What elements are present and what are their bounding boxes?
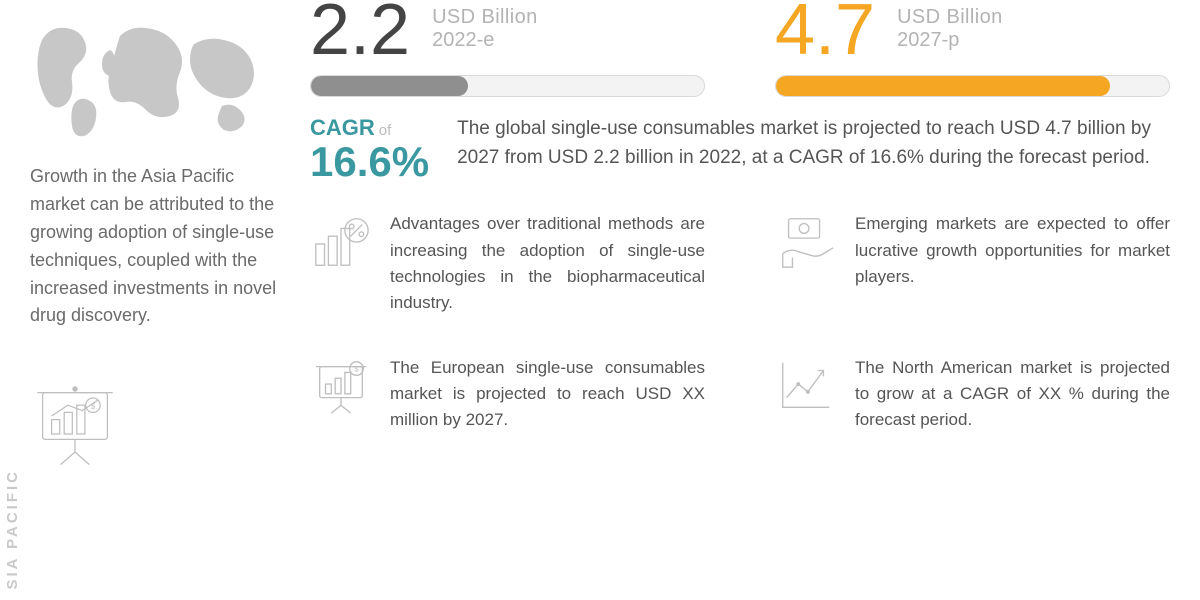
metric-2027: 4.7 USD Billion 2027-p	[775, 0, 1170, 97]
world-map-icon	[30, 10, 270, 140]
progress-bar-left	[310, 75, 705, 97]
metric-year-left: 2022-e	[432, 29, 538, 52]
cagr-label: CAGR	[310, 115, 375, 140]
info-text: Emerging markets are expected to offer l…	[855, 211, 1170, 290]
summary-row: CAGRof 16.6% The global single-use consu…	[310, 115, 1170, 183]
presentation-money-icon: $	[310, 355, 372, 417]
bars-percent-icon	[310, 211, 372, 273]
metric-value-right: 4.7	[775, 0, 875, 61]
info-grid: Advantages over traditional methods are …	[310, 211, 1170, 433]
progress-fill-right	[776, 76, 1110, 96]
cagr-block: CAGRof 16.6%	[310, 115, 429, 183]
info-text: The European single-use consumables mark…	[390, 355, 705, 434]
info-item-advantages: Advantages over traditional methods are …	[310, 211, 705, 316]
money-hand-icon	[775, 211, 837, 273]
sidebar: SIA PACIFIC Growth in the Asia Pacific m…	[0, 0, 300, 600]
line-chart-icon	[775, 355, 837, 417]
progress-fill-left	[311, 76, 468, 96]
presentation-chart-icon: $	[30, 380, 120, 470]
info-text: Advantages over traditional methods are …	[390, 211, 705, 316]
info-item-europe: $ The European single-use consumables ma…	[310, 355, 705, 434]
metric-unit-right: USD Billion	[897, 6, 1003, 29]
cagr-value: 16.6%	[310, 141, 429, 183]
metric-year-right: 2027-p	[897, 29, 1003, 52]
sidebar-vertical-label: SIA PACIFIC	[4, 469, 21, 590]
metric-unit-left: USD Billion	[432, 6, 538, 29]
progress-bar-right	[775, 75, 1170, 97]
info-text: The North American market is projected t…	[855, 355, 1170, 434]
info-item-north-america: The North American market is projected t…	[775, 355, 1170, 434]
metric-value-left: 2.2	[310, 0, 410, 61]
metrics-row: 2.2 USD Billion 2022-e 4.7 USD Billion 2…	[310, 0, 1170, 97]
main-content: 2.2 USD Billion 2022-e 4.7 USD Billion 2…	[300, 0, 1200, 600]
sidebar-body-text: Growth in the Asia Pacific market can be…	[30, 163, 280, 330]
svg-text:$: $	[354, 364, 359, 373]
summary-text: The global single-use consumables market…	[457, 115, 1170, 172]
metric-2022: 2.2 USD Billion 2022-e	[310, 0, 705, 97]
cagr-of: of	[379, 122, 392, 139]
info-item-emerging: Emerging markets are expected to offer l…	[775, 211, 1170, 316]
svg-text:$: $	[91, 402, 96, 411]
